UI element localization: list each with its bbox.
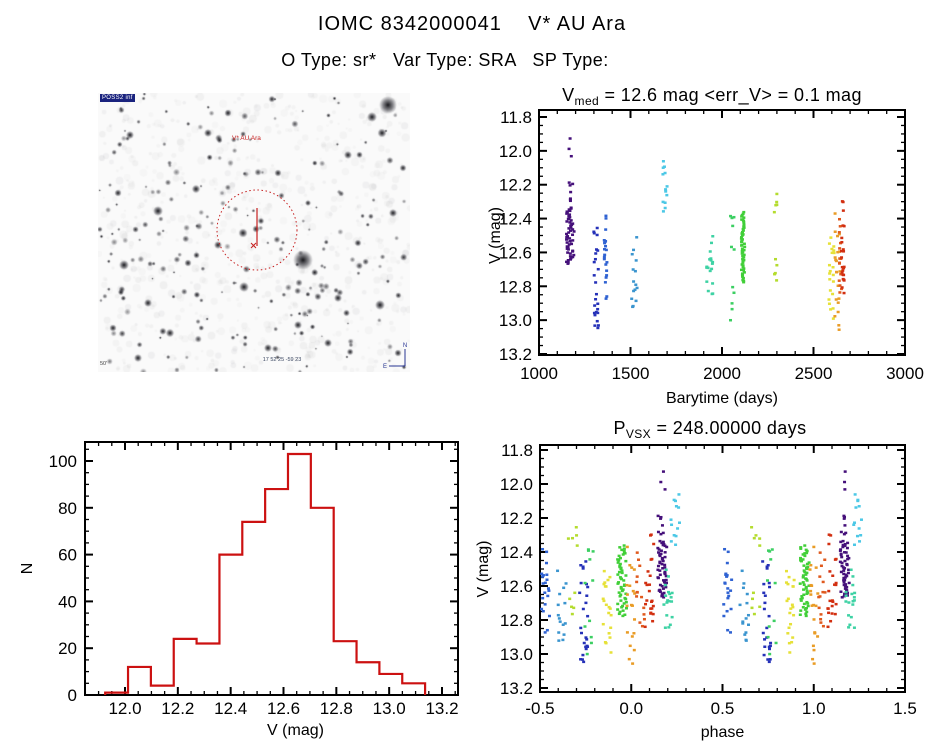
svg-text:0: 0 <box>68 686 77 705</box>
svg-text:12.0: 12.0 <box>108 699 141 718</box>
svg-text:11.8: 11.8 <box>500 108 532 127</box>
scatter-group-epoch-08 <box>616 544 811 618</box>
svg-text:60: 60 <box>58 546 77 565</box>
survey-label: POSS2 inf <box>100 94 135 102</box>
scatter-group-epoch-09 <box>772 192 779 282</box>
svg-text:1000: 1000 <box>520 364 558 383</box>
svg-text:12.4: 12.4 <box>500 543 533 562</box>
svg-text:12.8: 12.8 <box>500 611 533 630</box>
finder-chart-panel: POSS2 inf V* AU Ara 17 52 25 -59 23 50' <box>98 93 410 372</box>
svg-text:12.8: 12.8 <box>320 699 353 718</box>
svg-text:11.8: 11.8 <box>501 441 533 460</box>
scatter-group-epoch-10 <box>827 236 836 320</box>
svg-text:Barytime (days): Barytime (days) <box>666 390 778 407</box>
svg-text:12.2: 12.2 <box>161 699 194 718</box>
scatter-group-epoch-12 <box>635 551 827 628</box>
scatter-group-epoch-05 <box>661 160 669 213</box>
svg-text:12.2: 12.2 <box>500 509 533 528</box>
svg-text:12.6: 12.6 <box>500 577 533 596</box>
scatter-group-epoch-06 <box>662 568 857 629</box>
scatter-group-epoch-08 <box>739 210 747 284</box>
v-histogram-plot: 12.0 12.2 12.4 12.6 12.8 13.0 13.2 0 20 40 60 80 100… <box>19 441 459 739</box>
svg-text:PVSX = 248.00000 days: PVSX = 248.00000 days <box>613 418 806 441</box>
svg-text:3000: 3000 <box>886 364 924 383</box>
svg-text:12.0: 12.0 <box>500 475 533 494</box>
svg-text:13.2: 13.2 <box>500 679 533 698</box>
svg-text:1500: 1500 <box>612 364 650 383</box>
scatter-group-epoch-13 <box>643 533 838 629</box>
lightcurve-plot: Vmed = 12.6 mag <err_V> = 0.1 mag 1000 150… <box>487 85 924 407</box>
svg-text:80: 80 <box>58 499 77 518</box>
scatter-group-epoch-01 <box>565 137 576 265</box>
scale-label: 50' <box>100 361 108 367</box>
svg-text:1.0: 1.0 <box>802 699 826 718</box>
svg-text:V (mag): V (mag) <box>267 722 324 739</box>
scatter-group-epoch-09 <box>566 526 762 616</box>
scatter-group-epoch-04 <box>630 236 639 309</box>
svg-text:13.2: 13.2 <box>499 345 532 364</box>
svg-text:1.5: 1.5 <box>893 699 917 718</box>
scatter-group-epoch-03 <box>602 214 609 300</box>
scatter-group-epoch-06 <box>705 235 715 296</box>
histogram-steps <box>104 452 427 695</box>
svg-text:12.4: 12.4 <box>499 210 532 229</box>
svg-text:12.2: 12.2 <box>499 176 532 195</box>
scatter-group-epoch-11 <box>625 545 820 665</box>
target-name-label: V* AU Ara <box>232 135 261 142</box>
scatter-group-epoch-02 <box>592 226 600 330</box>
scatter-group-epoch-04 <box>556 569 751 642</box>
scatter-group-epoch-07 <box>583 548 778 656</box>
svg-text:12.4: 12.4 <box>214 699 247 718</box>
svg-text:13.2: 13.2 <box>425 699 458 718</box>
svg-text:13.0: 13.0 <box>499 311 532 330</box>
svg-text:12.6: 12.6 <box>499 243 532 262</box>
coordinates-label: 17 52 25 -59 23 <box>262 357 302 363</box>
scatter-group-epoch-03 <box>540 547 734 634</box>
scatter-group-epoch-11 <box>833 212 842 331</box>
scatter-group-epoch-10 <box>601 569 796 654</box>
scatter-group-epoch-07 <box>729 214 736 322</box>
svg-text:13.0: 13.0 <box>500 645 533 664</box>
svg-text:100: 100 <box>49 452 77 471</box>
svg-text:20: 20 <box>58 639 77 658</box>
svg-text:12.0: 12.0 <box>499 142 532 161</box>
svg-text:V (mag): V (mag) <box>475 541 492 598</box>
scatter-group-epoch-13 <box>839 200 846 295</box>
page-title: IOMC 8342000041 V* AU Ara <box>317 13 627 35</box>
svg-text:2500: 2500 <box>795 364 833 383</box>
svg-text:2000: 2000 <box>703 364 741 383</box>
svg-text:N: N <box>19 563 36 575</box>
svg-text:phase: phase <box>701 724 745 741</box>
svg-text:V (mag): V (mag) <box>487 207 504 264</box>
svg-text:Vmed = 12.6 mag <err_V> = 0: Vmed = 12.6 mag <err_V> = 0.1 mag <box>562 85 862 108</box>
svg-text:13.0: 13.0 <box>373 699 406 718</box>
scatter-group-epoch-12 <box>837 217 844 294</box>
svg-text:0.5: 0.5 <box>711 699 735 718</box>
svg-text:0.0: 0.0 <box>619 699 643 718</box>
scatter-group-epoch-01 <box>656 470 851 599</box>
page-subtitle: O Type: sr* Var Type: SRA SP Type: <box>281 50 609 70</box>
svg-text:12.6: 12.6 <box>267 699 300 718</box>
svg-text:-0.5: -0.5 <box>525 699 554 718</box>
phase-folded-plot: PVSX = 248.00000 days -0.5 0.0 0.5 1.0 1.5 11.… <box>475 418 917 741</box>
svg-text:40: 40 <box>58 592 77 611</box>
scatter-group-epoch-02 <box>578 560 773 664</box>
svg-text:12.8: 12.8 <box>499 277 532 296</box>
scatter-group-epoch-05 <box>669 493 863 547</box>
